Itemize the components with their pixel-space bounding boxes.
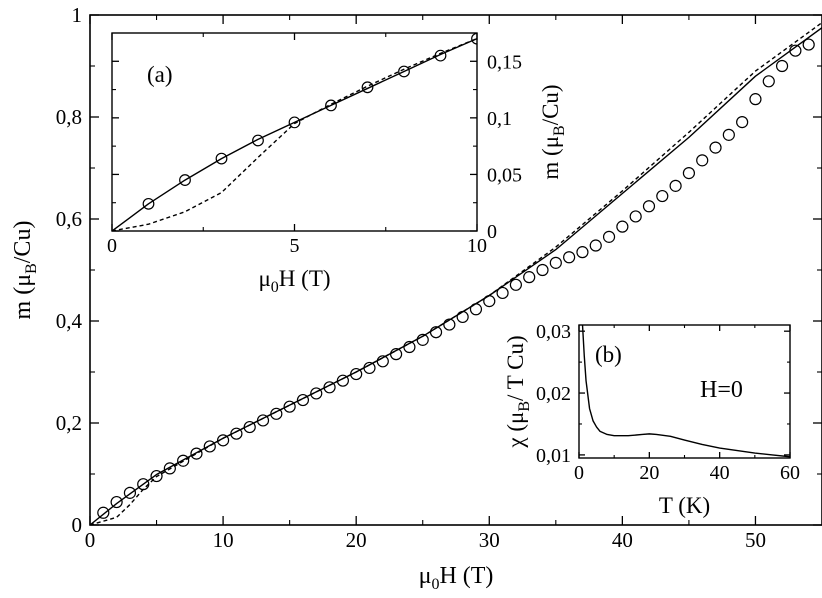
y-tick-label: 0,1: [487, 108, 512, 130]
data-point: [110, 495, 123, 509]
x-tick-label: 0: [107, 235, 117, 257]
x-tick-label: 10: [467, 235, 487, 257]
data-point: [775, 59, 789, 73]
y-tick-label: 0: [487, 221, 497, 243]
y-axis-title: m (μB/Cu): [10, 221, 40, 320]
series-solid-line: [581, 325, 790, 458]
panel-label: (b): [595, 342, 622, 367]
data-point: [288, 116, 301, 129]
y-tick-label: 0,03: [536, 321, 571, 343]
data-point: [163, 462, 176, 475]
panel-inset-b: 0 20 40 60 0,01 0,02 0,03 T (K) χ (μB/ T Cu) (b) H…: [503, 321, 800, 518]
data-point: [496, 286, 509, 300]
data-point: [509, 278, 522, 291]
data-point: [669, 179, 682, 192]
x-tick-label: 30: [479, 528, 500, 552]
x-tick-label: 10: [213, 528, 234, 552]
panel-label: (a): [147, 62, 173, 87]
data-point: [97, 506, 110, 519]
y-tick-label: 1: [72, 3, 83, 27]
data-point: [762, 75, 775, 88]
data-point: [696, 154, 709, 167]
data-point: [629, 210, 642, 223]
x-tick-label: 50: [745, 528, 766, 552]
data-point: [361, 81, 374, 94]
y-tick-label: 0,05: [487, 164, 522, 186]
x-tick-label: 5: [290, 235, 300, 257]
data-point: [736, 115, 749, 129]
series-dashed-line: [90, 22, 822, 525]
y-tick-label: 0,2: [56, 411, 82, 435]
y-axis-title: χ (μB/ T Cu): [503, 335, 533, 448]
data-point: [252, 134, 264, 147]
data-point: [709, 141, 722, 154]
y-tick-label: 0,4: [56, 309, 83, 333]
data-point: [203, 440, 216, 453]
x-tick-label: 60: [780, 462, 800, 484]
data-point: [283, 400, 296, 413]
data-point: [656, 189, 669, 203]
data-point: [215, 152, 228, 165]
data-point: [179, 174, 191, 186]
x-tick-label: 0: [574, 462, 584, 484]
data-point: [536, 263, 549, 277]
x-axis-title: μ0H (T): [258, 266, 330, 296]
y-tick-label: 0,6: [56, 207, 82, 231]
data-point: [589, 239, 602, 252]
y-axis-title: m (μB/Cu): [538, 84, 568, 179]
plot-area: [112, 33, 477, 231]
x-tick-label: 0: [85, 528, 96, 552]
y-tick-label: 0,02: [536, 383, 571, 405]
data-point: [616, 220, 629, 233]
data-point: [325, 99, 337, 112]
data-point: [123, 486, 137, 499]
data-point: [602, 230, 616, 243]
plot-area: [581, 325, 790, 458]
y-tick-label: 0,15: [487, 51, 522, 73]
x-tick-label: 20: [639, 462, 659, 484]
data-point: [471, 33, 477, 45]
data-point: [443, 318, 456, 331]
y-tick-label: 0,8: [56, 105, 82, 129]
x-axis-title: T (K): [659, 493, 710, 518]
y-tick-label: 0,01: [536, 445, 571, 467]
data-point: [722, 128, 735, 141]
data-point: [682, 167, 696, 180]
data-point: [190, 447, 203, 460]
data-point: [549, 256, 562, 269]
data-point: [216, 434, 230, 447]
data-point: [398, 65, 410, 78]
data-point: [563, 251, 576, 264]
data-point: [523, 271, 536, 284]
data-point: [456, 310, 469, 324]
data-point: [642, 200, 656, 213]
series-dashed-line: [112, 38, 477, 231]
series-solid-line: [112, 38, 477, 231]
x-tick-label: 40: [710, 462, 730, 484]
data-point: [749, 93, 762, 106]
x-tick-label: 20: [346, 528, 367, 552]
y-tick-label: 0: [72, 513, 83, 537]
data-point: [310, 387, 323, 400]
data-point: [150, 469, 163, 483]
x-axis-title: μ0H (T): [419, 563, 494, 593]
data-point: [802, 38, 815, 51]
field-note: H=0: [700, 377, 743, 403]
data-point: [296, 393, 310, 407]
data-point: [576, 246, 589, 259]
data-point: [177, 454, 190, 467]
data-point: [142, 197, 155, 210]
x-tick-label: 40: [612, 528, 633, 552]
plot-area: [90, 22, 822, 525]
